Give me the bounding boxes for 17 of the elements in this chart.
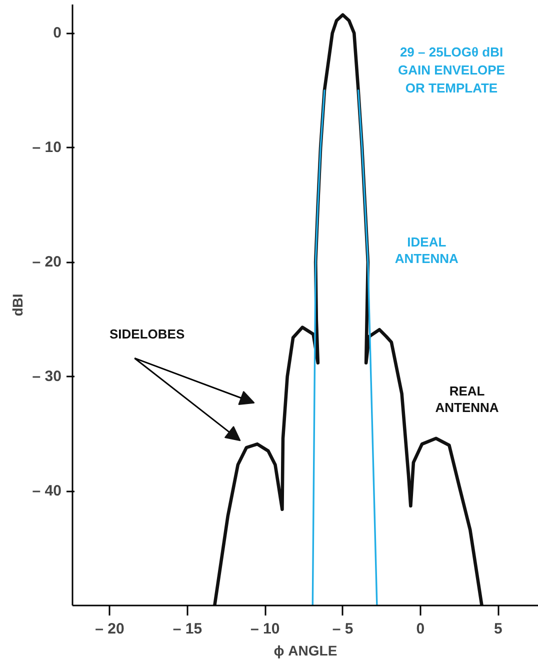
y-axis-title: dBI (9, 294, 26, 316)
x-tick-label: – 20 (95, 620, 124, 638)
y-tick-label: 0 (53, 24, 62, 42)
y-tick-label: – 30 (32, 368, 62, 386)
x-tick-label: – 5 (332, 620, 354, 638)
series-label: REAL ANTENNA (435, 383, 500, 415)
x-tick-label: 0 (416, 620, 425, 638)
x-tick-label: 5 (494, 620, 502, 638)
y-tick-label: – 20 (32, 254, 62, 271)
y-tick-label: – 40 (32, 482, 62, 500)
annotation: 29 – 25LOGθ dBI GAIN ENVELOPE OR TEMPLATE (398, 44, 506, 96)
text: IDEAL ANTENNA (394, 234, 460, 266)
y-tick-label: – 10 (32, 139, 62, 156)
annotation: SIDELOBES (110, 326, 185, 342)
x-axis-title: ϕ ANGLE (274, 642, 338, 658)
x-tick-label: – 10 (250, 620, 280, 638)
x-tick-label: – 15 (172, 620, 202, 638)
